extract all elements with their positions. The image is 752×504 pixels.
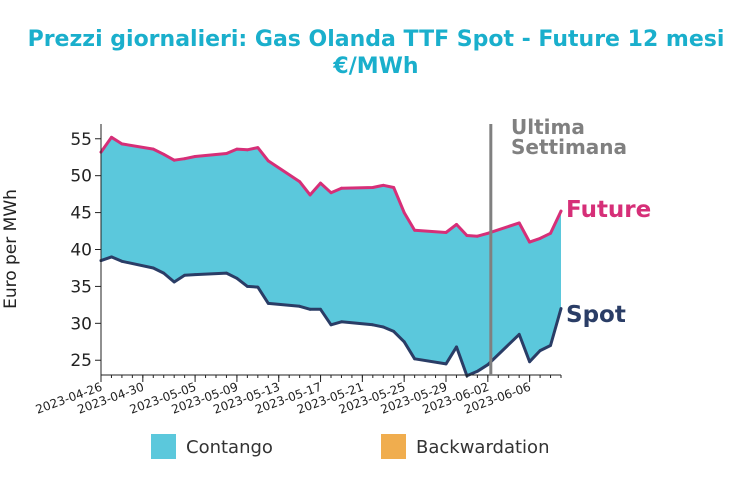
point-spot-2023-05-15	[298, 304, 301, 308]
y-axis-label: Euro per MWh	[1, 189, 21, 309]
point-spot-2023-05-29	[444, 362, 448, 366]
point-spot-2023-05-19	[340, 320, 343, 324]
y-tick-label-40: 40	[70, 241, 92, 261]
point-future-2023-05-25	[402, 211, 406, 215]
point-spot-2023-06-07	[538, 349, 542, 352]
point-future-2023-05-30	[455, 223, 458, 226]
point-future-2023-05-17	[319, 181, 322, 185]
point-future-2023-06-08	[549, 231, 552, 235]
point-future-2023-05-31	[465, 234, 469, 237]
point-future-2023-05-16	[308, 193, 312, 197]
legend-label-contango: Contango	[186, 437, 273, 458]
point-spot-2023-05-30	[455, 345, 458, 349]
point-future-2023-05-09	[235, 147, 239, 151]
annotation-ultima: Ultima	[511, 115, 585, 139]
point-spot-2023-05-12	[266, 302, 270, 305]
point-spot-2023-05-01	[151, 266, 155, 270]
chart-title: Prezzi giornalieri: Gas Olanda TTF Spot …	[28, 27, 725, 52]
contango-area-layer	[101, 137, 561, 376]
point-future-2023-05-10	[246, 148, 249, 152]
y-tick-label-30: 30	[70, 314, 92, 334]
point-spot-2023-05-03	[172, 280, 176, 284]
legend-swatch-contango	[151, 434, 176, 459]
point-future-2023-05-01	[151, 147, 155, 151]
point-spot-2023-05-23	[381, 325, 385, 329]
point-spot-2023-05-17	[319, 307, 322, 311]
point-future-2023-05-15	[298, 180, 301, 184]
point-future-2023-06-05	[517, 221, 521, 225]
point-spot-2023-06-08	[549, 344, 552, 347]
point-spot-2023-05-04	[183, 273, 187, 277]
point-spot-2023-04-28	[120, 259, 124, 263]
point-future-2023-05-02	[162, 152, 166, 156]
y-tick-label-45: 45	[70, 204, 92, 224]
point-future-2023-05-24	[392, 186, 396, 189]
point-spot-2023-05-09	[235, 276, 239, 280]
point-future-2023-06-01	[476, 234, 479, 238]
point-spot-2023-04-27	[110, 255, 113, 259]
point-spot-2023-05-22	[371, 323, 375, 327]
chart-subtitle: €/MWh	[332, 54, 418, 79]
point-future-2023-05-04	[183, 157, 187, 161]
point-spot-2023-05-02	[162, 271, 166, 275]
point-spot-2023-05-08	[225, 271, 228, 275]
point-future-2023-05-18	[329, 191, 333, 195]
point-future-2023-05-11	[256, 146, 260, 150]
legend-swatch-backwardation	[381, 434, 406, 459]
series-lines-layer	[99, 135, 563, 378]
series-label-future: Future	[566, 197, 651, 223]
y-tick-label-50: 50	[70, 167, 92, 187]
contango-area	[101, 137, 561, 376]
point-future-2023-05-08	[225, 152, 228, 155]
point-future-2023-06-09	[559, 209, 563, 213]
point-spot-2023-05-25	[402, 340, 406, 344]
point-future-2023-04-27	[110, 135, 113, 139]
point-future-2023-04-28	[120, 142, 124, 146]
legend: Contango Backwardation	[151, 434, 549, 459]
point-future-2023-05-29	[444, 231, 448, 234]
point-spot-2023-05-11	[256, 285, 260, 289]
point-spot-2023-05-24	[392, 330, 396, 333]
point-spot-2023-06-09	[559, 307, 563, 310]
point-future-2023-06-06	[528, 240, 531, 244]
point-spot-2023-05-18	[329, 323, 333, 327]
point-future-2023-05-12	[266, 159, 270, 163]
point-future-2023-05-23	[381, 183, 385, 187]
point-future-2023-05-26	[413, 228, 416, 232]
point-future-2023-06-02	[486, 231, 490, 235]
point-future-2023-05-05	[193, 155, 197, 158]
annotation-settimana: Settimana	[511, 135, 627, 159]
point-future-2023-05-22	[371, 186, 375, 189]
legend-label-backwardation: Backwardation	[416, 437, 549, 458]
point-future-2023-05-19	[340, 186, 343, 190]
point-future-2023-06-07	[538, 237, 542, 240]
point-spot-2023-05-05	[193, 273, 197, 276]
point-spot-2023-05-10	[246, 285, 249, 288]
point-spot-2023-05-16	[308, 307, 312, 311]
y-tick-label-25: 25	[70, 351, 92, 371]
point-spot-2023-06-01	[476, 369, 479, 373]
point-future-2023-05-03	[172, 158, 176, 162]
y-tick-label-55: 55	[70, 130, 92, 150]
point-spot-2023-05-26	[413, 357, 416, 361]
point-spot-2023-06-05	[517, 333, 521, 336]
point-spot-2023-06-06	[528, 360, 531, 364]
series-label-spot: Spot	[566, 302, 626, 328]
y-tick-label-35: 35	[70, 277, 92, 297]
point-spot-2023-06-02	[486, 363, 490, 367]
